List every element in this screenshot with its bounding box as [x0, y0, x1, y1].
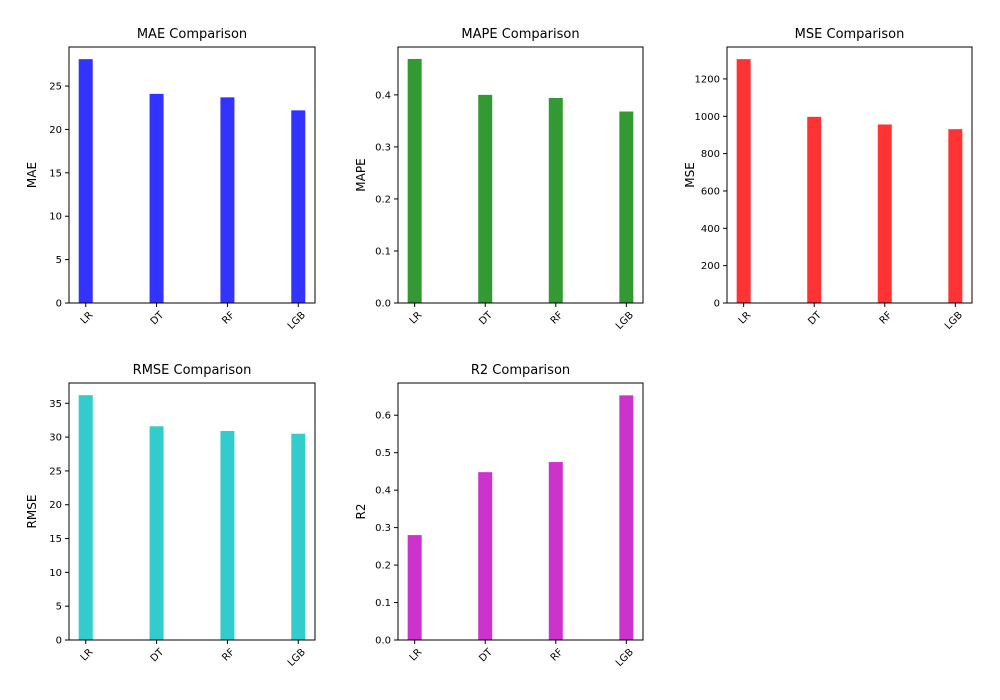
y-axis-label: MAPE [354, 158, 368, 191]
chart-title: MAPE Comparison [461, 27, 579, 42]
x-tick-label: LGB [286, 647, 308, 669]
plot-frame [68, 382, 316, 641]
x-tick-label: LGB [614, 310, 636, 332]
x-tick-label: DT [149, 646, 167, 664]
x-tick-label: RF [220, 310, 237, 327]
x-tick-label: LGB [614, 647, 636, 669]
bar-lgb [291, 110, 306, 303]
bar-rf [548, 97, 563, 303]
y-tick-label: 0.6 [375, 411, 391, 422]
y-tick-label: 15 [49, 168, 62, 179]
y-axis-label: MSE [683, 162, 697, 188]
y-tick-label: 10 [49, 568, 62, 579]
bar-lr [78, 395, 93, 640]
y-tick-label: 0.4 [375, 90, 391, 101]
y-tick-label: 0.2 [375, 194, 391, 205]
y-tick-label: 200 [701, 261, 720, 272]
x-tick-label: LR [737, 310, 754, 327]
bar-dt [478, 472, 493, 640]
y-tick-label: 0.3 [375, 523, 391, 534]
y-tick-label: 5 [56, 602, 62, 613]
y-tick-label: 1000 [695, 112, 720, 123]
y-tick-label: 0 [56, 299, 62, 310]
subplot-rmse: RMSE Comparison 0 5 10 15 20 25 30 35 LR DT RF LGB RM… [25, 363, 316, 669]
y-tick-label: 0.3 [375, 142, 391, 153]
x-tick-label: LR [408, 647, 425, 664]
y-tick-label: 0.0 [375, 636, 391, 647]
bar-rf [220, 431, 235, 640]
y-tick-label: 800 [701, 149, 720, 160]
bar-lgb [619, 395, 634, 640]
chart-title: R2 Comparison [471, 363, 570, 378]
bar-lgb [291, 433, 306, 640]
x-tick-label: RF [220, 647, 237, 664]
bar-dt [478, 94, 493, 303]
subplot-mse: MSE Comparison 0 200 400 600 800 1000 1200 LR DT R… [683, 27, 973, 332]
y-tick-label: 20 [49, 500, 62, 511]
y-tick-label: 0.4 [375, 486, 391, 497]
y-tick-label: 10 [49, 212, 62, 223]
y-tick-label: 0 [56, 636, 62, 647]
x-tick-label: DT [477, 646, 495, 664]
plot-frame [726, 46, 973, 304]
x-tick-label: RF [878, 310, 895, 327]
x-tick-label: DT [149, 309, 167, 327]
bar-lgb [619, 111, 634, 303]
y-tick-label: 0.1 [375, 246, 391, 257]
bar-lgb [948, 129, 963, 303]
y-tick-label: 5 [56, 255, 62, 266]
bar-rf [220, 97, 235, 303]
bar-dt [807, 116, 822, 303]
x-tick-label: LR [79, 310, 96, 327]
plot-frame [68, 46, 316, 304]
y-axis-label: MAE [25, 162, 39, 188]
chart-title: MAE Comparison [137, 27, 247, 42]
x-tick-label: RF [549, 310, 566, 327]
x-tick-label: LGB [943, 310, 965, 332]
y-tick-label: 35 [49, 399, 62, 410]
chart-title: RMSE Comparison [133, 363, 252, 378]
y-tick-label: 400 [701, 224, 720, 235]
y-axis-label: R2 [354, 504, 368, 520]
bar-lr [78, 59, 93, 303]
y-tick-label: 0.2 [375, 561, 391, 572]
y-tick-label: 30 [49, 433, 62, 444]
bar-dt [149, 93, 164, 303]
y-tick-label: 0.5 [375, 448, 391, 459]
plot-frame [397, 46, 644, 304]
bar-lr [407, 535, 422, 640]
subplot-r2: R2 Comparison 0.0 0.1 0.2 0.3 0.4 0.5 0.6 LR DT RF… [354, 363, 644, 669]
subplot-mae: MAE Comparison 0 5 10 15 20 25 LR DT RF LGB MAE [25, 27, 316, 332]
y-tick-label: 25 [49, 82, 62, 93]
y-tick-label: 0 [714, 299, 720, 310]
y-tick-label: 25 [49, 466, 62, 477]
bar-lr [407, 58, 422, 303]
y-tick-label: 0.1 [375, 598, 391, 609]
bar-dt [149, 426, 164, 640]
x-tick-label: DT [477, 309, 495, 327]
chart-title: MSE Comparison [795, 27, 905, 42]
y-tick-label: 20 [49, 125, 62, 136]
y-tick-label: 15 [49, 534, 62, 545]
x-tick-label: RF [549, 647, 566, 664]
y-tick-label: 1200 [695, 74, 720, 85]
x-tick-label: LR [408, 310, 425, 327]
bar-lr [736, 59, 751, 303]
bar-rf [548, 462, 563, 640]
y-tick-label: 0.0 [375, 299, 391, 310]
plot-frame [397, 382, 644, 641]
x-tick-label: LGB [286, 310, 308, 332]
x-tick-label: LR [79, 647, 96, 664]
subplot-mape: MAPE Comparison 0.0 0.1 0.2 0.3 0.4 LR DT RF LGB M… [354, 27, 644, 332]
y-tick-label: 600 [701, 186, 720, 197]
y-axis-label: RMSE [25, 495, 39, 529]
x-tick-label: DT [806, 309, 824, 327]
bar-rf [877, 124, 892, 304]
